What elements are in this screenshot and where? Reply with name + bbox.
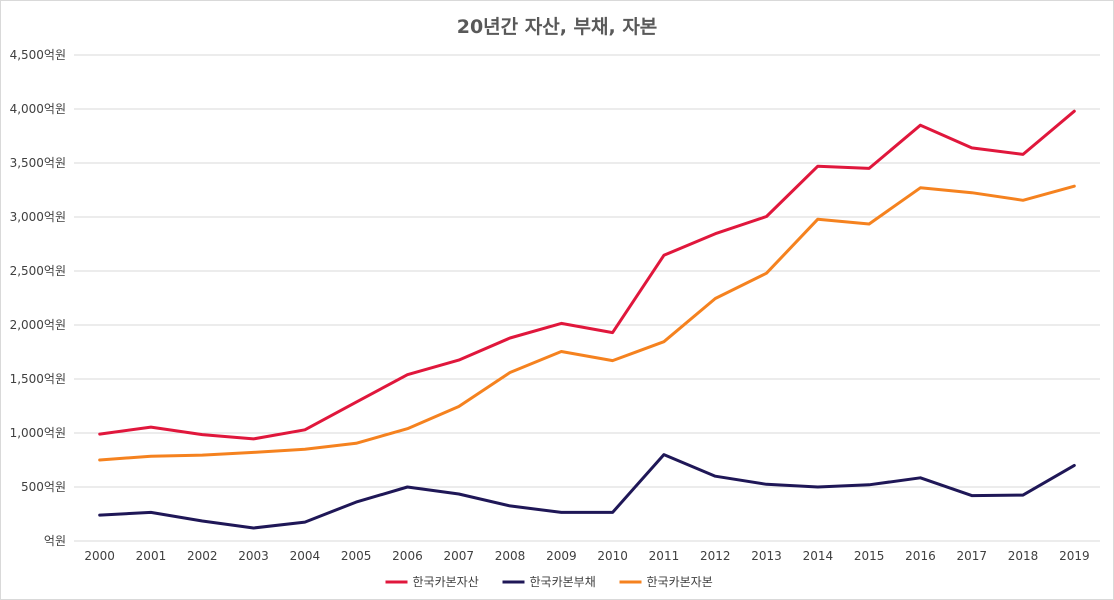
legend-label-1: 한국카본자산 bbox=[413, 575, 479, 589]
x-tick-label: 2000 bbox=[84, 549, 115, 563]
y-tick-label: 4,500억원 bbox=[10, 48, 66, 62]
x-tick-label: 2018 bbox=[1008, 549, 1039, 563]
series-lines bbox=[98, 109, 1076, 530]
x-tick-label: 2004 bbox=[290, 549, 321, 563]
x-tick-label: 2007 bbox=[443, 549, 474, 563]
series-line-3 bbox=[98, 184, 1076, 462]
x-tick-label: 2001 bbox=[136, 549, 167, 563]
y-tick-label: 1,500억원 bbox=[10, 372, 66, 386]
x-tick-label: 2006 bbox=[392, 549, 423, 563]
x-tick-label: 2010 bbox=[597, 549, 628, 563]
y-tick-label: 4,000억원 bbox=[10, 102, 66, 116]
x-tick-label: 2014 bbox=[803, 549, 834, 563]
grid-lines bbox=[74, 54, 1100, 542]
x-tick-label: 2002 bbox=[187, 549, 218, 563]
y-tick-label: 2,000억원 bbox=[10, 318, 66, 332]
y-tick-label: 3,500억원 bbox=[10, 156, 66, 170]
legend-label-3: 한국카본자본 bbox=[647, 575, 713, 589]
series-line-2 bbox=[98, 453, 1076, 530]
x-tick-label: 2016 bbox=[905, 549, 936, 563]
x-tick-label: 2019 bbox=[1059, 549, 1090, 563]
y-axis-ticks: 억원 500억원 1,000억원 1,500억원 2,000억원 2,500억원 3,000… bbox=[10, 48, 66, 548]
y-tick-label: 3,000억원 bbox=[10, 210, 66, 224]
legend-label-2: 한국카본부채 bbox=[530, 575, 596, 589]
x-axis-ticks: 2000 2001 2002 2003 2004 2005 2006 2007 2008 2009… bbox=[84, 549, 1089, 563]
x-tick-label: 2005 bbox=[341, 549, 372, 563]
y-tick-label: 억원 bbox=[44, 534, 66, 548]
x-tick-label: 2017 bbox=[956, 549, 987, 563]
chart-title: 20년간 자산, 부채, 자본 bbox=[456, 16, 658, 38]
x-tick-label: 2012 bbox=[700, 549, 731, 563]
y-tick-label: 1,000억원 bbox=[10, 426, 66, 440]
x-tick-label: 2011 bbox=[649, 549, 680, 563]
x-tick-label: 2015 bbox=[854, 549, 885, 563]
x-tick-label: 2003 bbox=[238, 549, 269, 563]
x-tick-label: 2013 bbox=[751, 549, 782, 563]
x-tick-label: 2009 bbox=[546, 549, 577, 563]
legend: 한국카본자산 한국카본부채 한국카본자본 bbox=[385, 575, 713, 589]
series-line-1 bbox=[98, 109, 1076, 441]
x-tick-label: 2008 bbox=[495, 549, 526, 563]
y-tick-label: 2,500억원 bbox=[10, 264, 66, 278]
y-tick-label: 500억원 bbox=[21, 480, 66, 494]
